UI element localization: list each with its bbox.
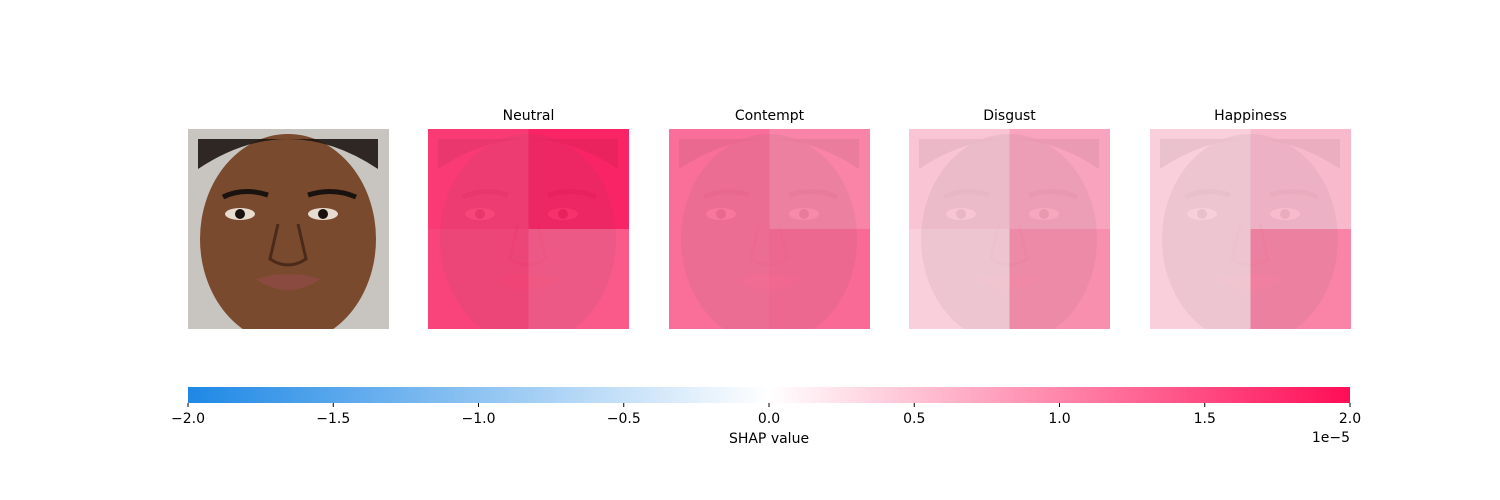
colorbar-tick-label: −2.0: [171, 411, 205, 427]
colorbar-tick-label: 1.5: [1194, 411, 1216, 427]
offset-text: 1e−5: [1312, 430, 1350, 446]
colorbar-tick-label: −0.5: [607, 411, 641, 427]
colorbar-tick-label: 0.0: [758, 411, 780, 427]
colorbar-tick-label: 2.0: [1339, 411, 1361, 427]
panel-title: Happiness: [1214, 108, 1287, 124]
shap-panel: [428, 129, 629, 329]
colorbar: [188, 387, 1350, 403]
colorbar-label: SHAP value: [729, 431, 809, 447]
colorbar-tick-label: −1.5: [316, 411, 350, 427]
panel-title: Disgust: [983, 108, 1036, 124]
shap-panel: [669, 129, 870, 329]
panel-title: Neutral: [503, 108, 555, 124]
shap-panel: [909, 129, 1110, 329]
colorbar-tick-label: 0.5: [903, 411, 925, 427]
colorbar-tick-label: −1.0: [462, 411, 496, 427]
colorbar-tick-label: 1.0: [1048, 411, 1070, 427]
input-image: [188, 129, 389, 329]
shap-panel: [1150, 129, 1351, 329]
panel-title: Contempt: [735, 108, 805, 124]
